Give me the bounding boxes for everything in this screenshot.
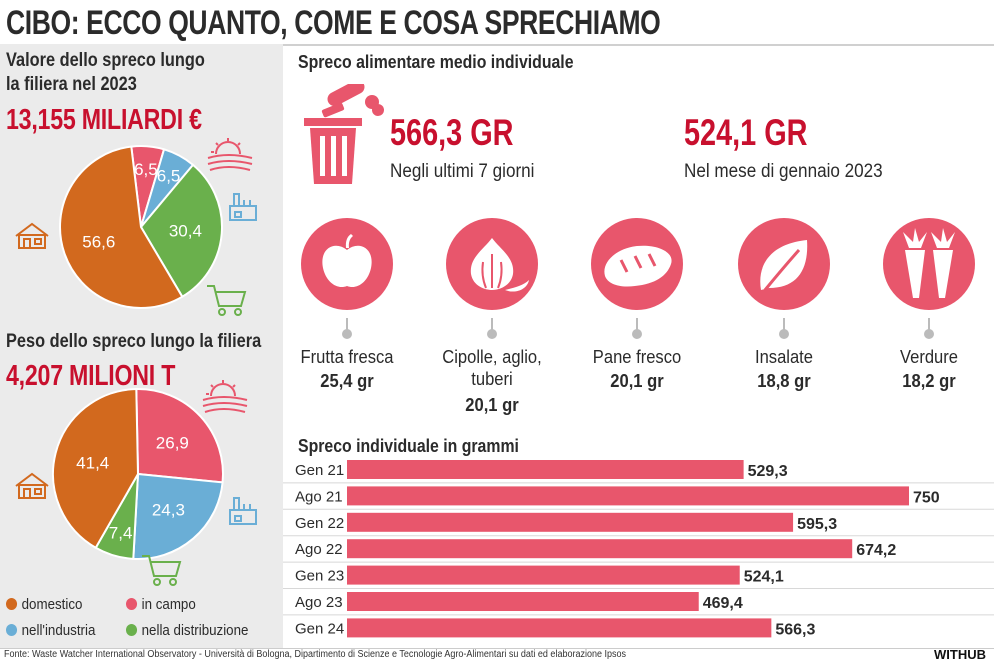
bar-category-label: Gen 23 (295, 568, 344, 585)
bar-category-label: Ago 21 (295, 488, 343, 505)
legend-item-domestico: domestico (6, 597, 82, 613)
pie-label-industria: 24,3 (152, 501, 185, 520)
value-panel-title-line1: Valore dello spreco lungo (6, 50, 205, 71)
legend-label: nell'industria (21, 623, 96, 639)
footer (0, 648, 994, 664)
carrot-icon (883, 218, 975, 310)
brand-logo: WITHUB (934, 647, 986, 662)
pie-label-distribuzione: 30,4 (169, 222, 202, 241)
category-value-cipolle: 20,1 gr (465, 395, 519, 415)
field-icon (207, 138, 253, 171)
house-icon (15, 222, 49, 249)
bar-category-label: Ago 23 (295, 594, 343, 611)
pie-slice-domestico (52, 387, 140, 550)
category-name-frutta: Frutta fresca (300, 347, 394, 367)
page-title: CIBO: ECCO QUANTO, COME E COSA SPRECHIAM… (6, 4, 661, 42)
bar-value-label: 524,1 (744, 569, 784, 586)
bar-value-label: 750 (913, 489, 940, 506)
stat-week-value: 566,3 GR (390, 112, 514, 153)
pie-slice-distribuzione (139, 163, 223, 299)
title-divider (0, 44, 994, 46)
category-value-pane: 20,1 gr (610, 371, 664, 391)
bar-section-title: Spreco individuale in grammi (298, 436, 519, 456)
cart-icon (207, 285, 247, 316)
bar (347, 565, 740, 585)
bar (347, 618, 772, 638)
category-name-verdure: Verdure (899, 347, 958, 367)
category-icons (301, 218, 975, 339)
legend-dot (6, 598, 18, 610)
cart-icon (142, 555, 182, 586)
legend-dot (126, 598, 138, 610)
legend-label: nella distribuzione (141, 623, 249, 639)
bar-category-label: Ago 22 (295, 541, 343, 558)
bar-value-label: 595,3 (797, 516, 837, 533)
bar-value-label: 469,4 (703, 595, 743, 612)
legend-item-industria: nell'industria (6, 623, 95, 639)
bar-category-label: Gen 22 (295, 515, 344, 532)
avg-section-title: Spreco alimentare medio individuale (298, 52, 574, 72)
pie-label-distribuzione: 7,4 (109, 524, 133, 543)
bar (347, 512, 794, 532)
factory-icon (229, 497, 257, 525)
trash-bin-icon (304, 84, 384, 184)
category-name-insalate: Insalate (754, 347, 813, 367)
category-value-frutta: 25,4 gr (320, 371, 374, 391)
pie-label-domestico: 56,6 (82, 232, 115, 251)
pie-slice-industria (132, 472, 224, 560)
bar (347, 592, 699, 611)
category-name-cipolle: Cipolle, aglio, tuberi (442, 347, 542, 389)
pie-label-industria: 6,5 (157, 167, 181, 186)
bar-category-label: Gen 24 (295, 620, 344, 637)
legend-label: in campo (141, 597, 196, 613)
value-pie-chart: 6,5 6,5 30,4 56,6 (15, 138, 257, 316)
legend-item-distribuzione: nella distribuzione (126, 623, 248, 639)
category-value-insalate: 18,8 gr (757, 371, 811, 391)
bar (347, 460, 744, 479)
field-icon (202, 380, 248, 413)
bar (347, 486, 909, 506)
legend-item-in-campo: in campo (126, 597, 196, 613)
bar (347, 539, 853, 559)
pie-label-in-campo: 26,9 (156, 433, 189, 452)
stat-january-value: 524,1 GR (684, 112, 808, 153)
house-icon (15, 472, 49, 499)
pie-label-in-campo: 6,5 (134, 160, 158, 179)
pie-slice-domestico (59, 145, 184, 309)
source-note: Fonte: Waste Watcher International Obser… (4, 649, 626, 660)
pie-slice-in-campo (135, 388, 224, 484)
value-panel-title-line2: la filiera nel 2023 (6, 74, 137, 95)
weight-panel-title: Peso dello spreco lungo la filiera (6, 331, 262, 352)
category-value-verdure: 18,2 gr (902, 371, 956, 391)
bar-value-label: 529,3 (748, 463, 788, 480)
weight-total: 4,207 MILIONI T (6, 360, 176, 392)
weight-pie-chart: 26,9 24,3 7,4 41,4 (15, 380, 257, 586)
legend-dot (6, 624, 18, 636)
bar-value-label: 566,3 (775, 621, 815, 638)
legend-dot (126, 624, 138, 636)
bar-value-label: 674,2 (856, 542, 896, 559)
factory-icon (229, 193, 257, 221)
bar-category-label: Gen 21 (295, 462, 344, 479)
category-name-pane: Pane fresco (592, 347, 682, 367)
value-total: 13,155 MILIARDI € (6, 104, 202, 136)
stat-week-label: Negli ultimi 7 giorni (390, 161, 535, 182)
stat-january-label: Nel mese di gennaio 2023 (684, 161, 883, 182)
bar-chart: Gen 21 529,3 Ago 21 750 Gen 22 595,3 Ago 22 674… (283, 460, 994, 638)
pie-label-domestico: 41,4 (76, 453, 109, 472)
legend-label: domestico (21, 597, 83, 613)
